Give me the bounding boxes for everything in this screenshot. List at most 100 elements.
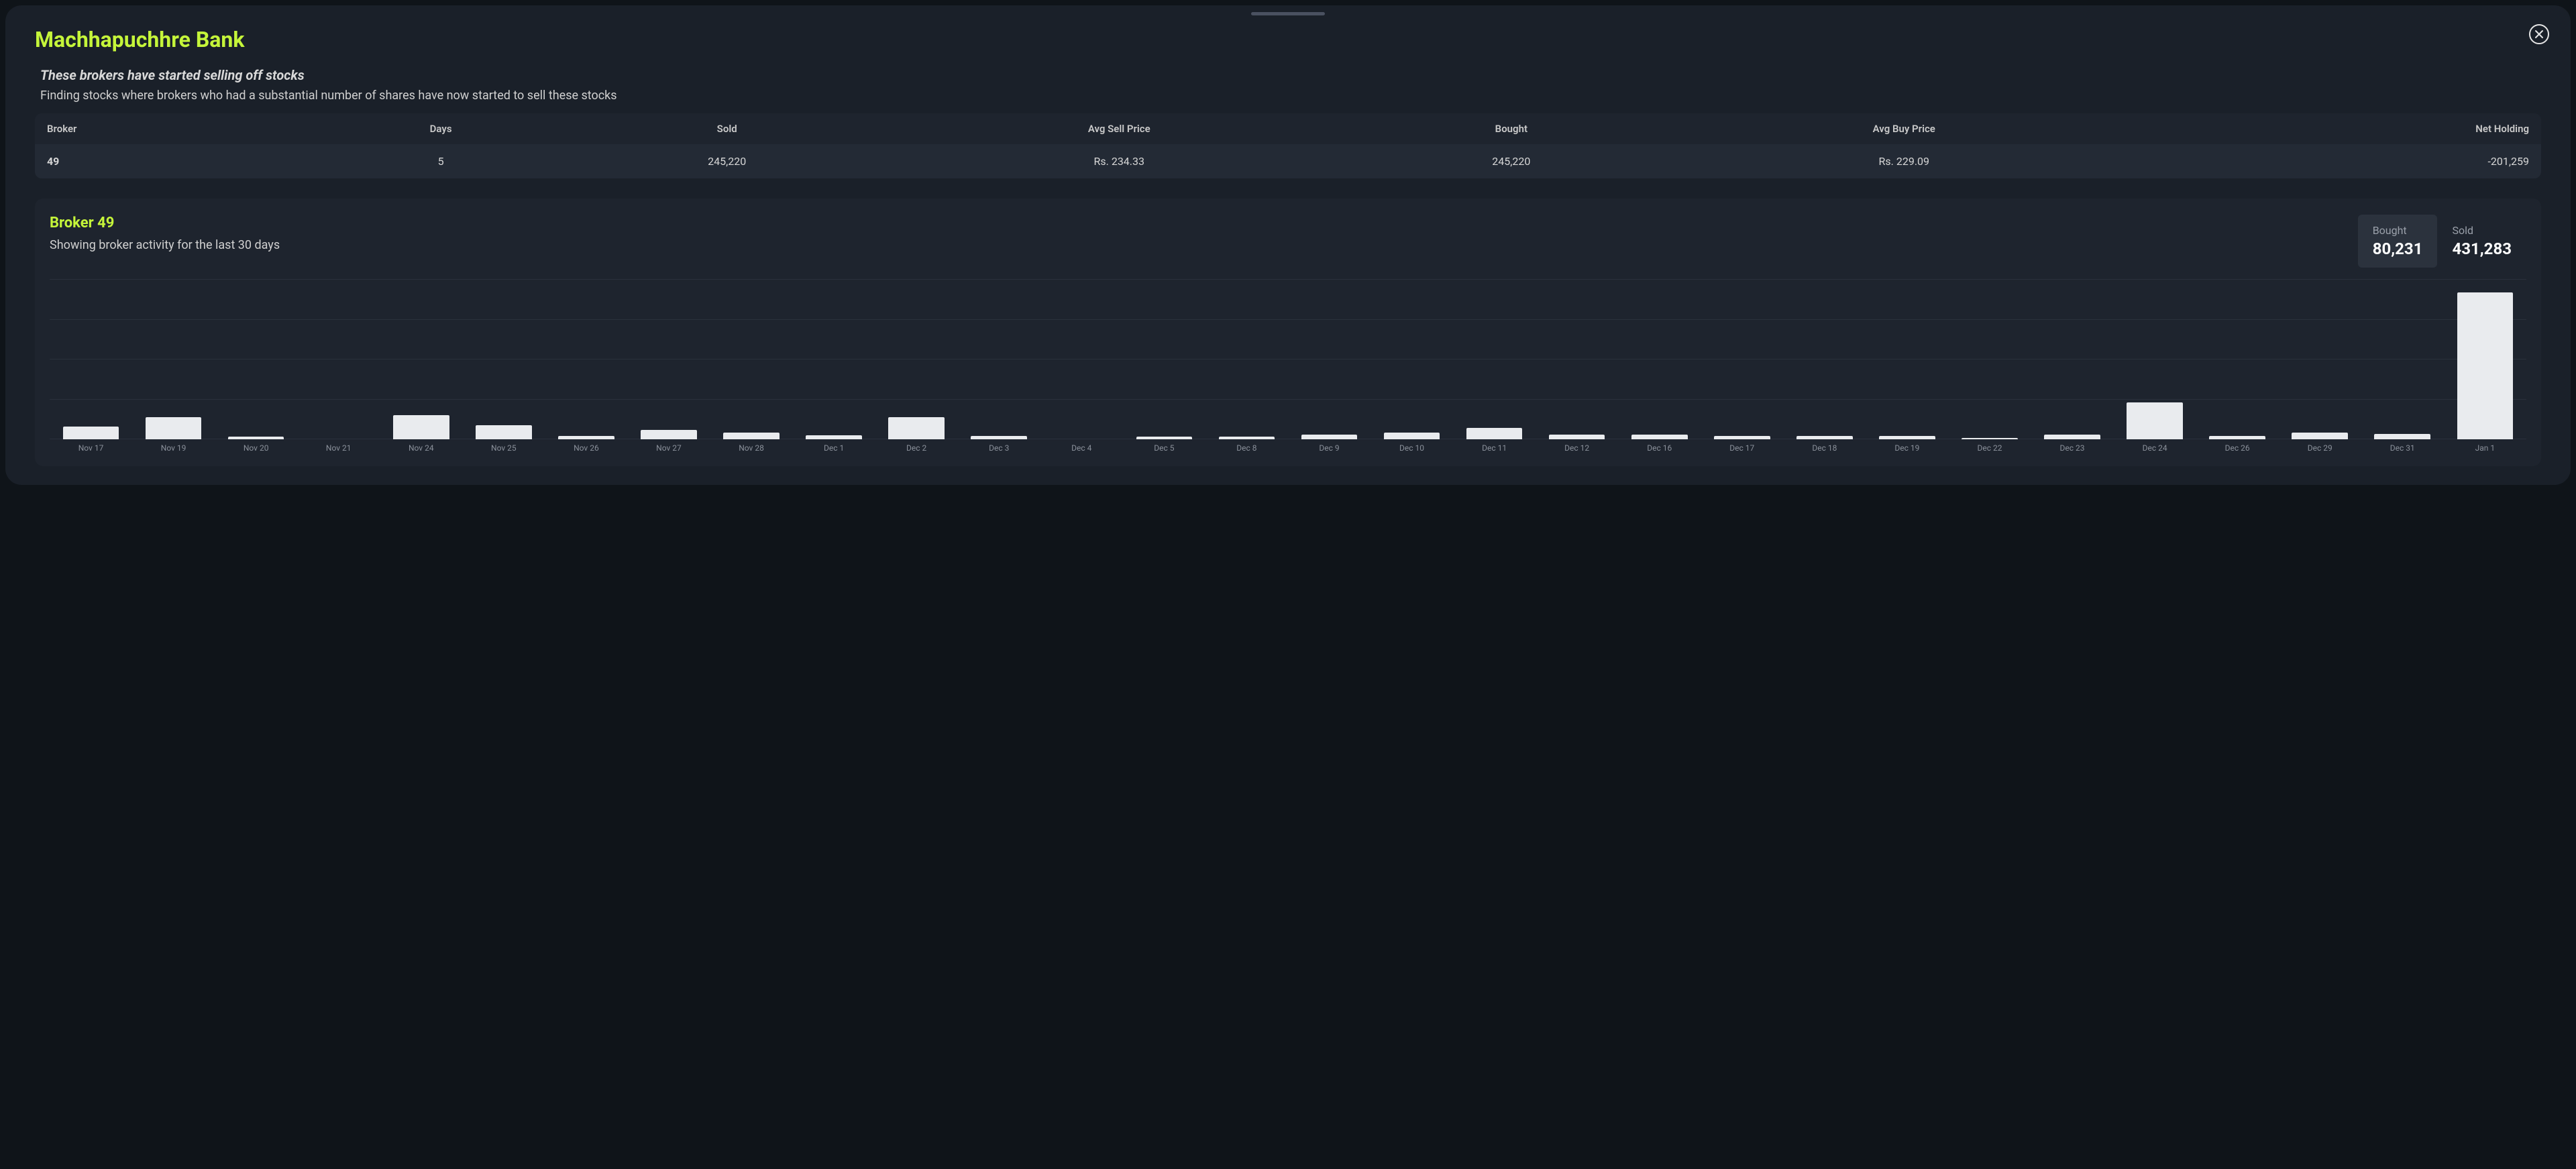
page-title: Machhapuchhre Bank <box>35 27 2541 52</box>
section-subtitle: These brokers have started selling off s… <box>40 67 2541 83</box>
x-tick-label: Nov 28 <box>710 439 793 454</box>
bar-slot <box>1288 280 1371 439</box>
x-tick-label: Dec 8 <box>1205 439 1288 454</box>
bar-slot <box>215 280 297 439</box>
x-tick-label: Dec 2 <box>875 439 958 454</box>
col-avg-sell: Avg Sell Price <box>892 113 1347 144</box>
stat-sold[interactable]: Sold 431,283 <box>2437 215 2526 268</box>
x-tick-label: Nov 17 <box>50 439 132 454</box>
close-button[interactable] <box>2529 24 2549 44</box>
bar-slot <box>2444 280 2526 439</box>
x-tick-label: Dec 29 <box>2279 439 2361 454</box>
bar-slot <box>1618 280 1701 439</box>
x-tick-label: Dec 24 <box>2114 439 2196 454</box>
bar-slot <box>1783 280 1866 439</box>
bar[interactable] <box>146 417 202 439</box>
chart-x-axis: Nov 17Nov 19Nov 20Nov 21Nov 24Nov 25Nov … <box>50 439 2526 454</box>
x-tick-label: Jan 1 <box>2444 439 2526 454</box>
bar[interactable] <box>888 417 945 439</box>
bar-slot <box>875 280 958 439</box>
broker-table: Broker Days Sold Avg Sell Price Bought A… <box>35 113 2541 178</box>
bar-slot <box>2279 280 2361 439</box>
x-tick-label: Dec 10 <box>1371 439 1453 454</box>
bar-slot <box>462 280 545 439</box>
x-tick-label: Nov 21 <box>297 439 380 454</box>
chart-stats: Bought 80,231 Sold 431,283 <box>2358 215 2526 268</box>
stat-bought-label: Bought <box>2373 224 2423 237</box>
bar[interactable] <box>1549 435 1605 439</box>
x-tick-label: Dec 4 <box>1040 439 1123 454</box>
bar-slot <box>2031 280 2114 439</box>
bar-slot <box>627 280 710 439</box>
bar[interactable] <box>476 425 532 439</box>
bar[interactable] <box>2374 434 2430 439</box>
chart-bars <box>50 280 2526 439</box>
bar[interactable] <box>641 430 697 439</box>
x-tick-label: Dec 11 <box>1453 439 1536 454</box>
bar-slot <box>2361 280 2444 439</box>
bar-slot <box>1453 280 1536 439</box>
chart-plot: Nov 17Nov 19Nov 20Nov 21Nov 24Nov 25Nov … <box>50 280 2526 454</box>
bar[interactable] <box>1631 435 1688 439</box>
bar-slot <box>1866 280 1948 439</box>
bar-slot <box>132 280 215 439</box>
x-tick-label: Dec 23 <box>2031 439 2114 454</box>
cell-broker: 49 <box>35 144 319 178</box>
broker-panel: Machhapuchhre Bank These brokers have st… <box>5 5 2571 485</box>
x-tick-label: Nov 24 <box>380 439 462 454</box>
stat-bought[interactable]: Bought 80,231 <box>2358 215 2438 268</box>
drag-handle[interactable] <box>1251 12 1325 15</box>
close-icon <box>2534 30 2544 39</box>
bar-slot <box>1948 280 2031 439</box>
col-days: Days <box>319 113 563 144</box>
bar-slot <box>710 280 793 439</box>
cell-bought: 245,220 <box>1347 144 1676 178</box>
bar[interactable] <box>2127 402 2183 439</box>
col-net-holding: Net Holding <box>2133 113 2541 144</box>
x-tick-label: Dec 9 <box>1288 439 1371 454</box>
bar[interactable] <box>63 427 119 439</box>
col-bought: Bought <box>1347 113 1676 144</box>
table-row[interactable]: 49 5 245,220 Rs. 234.33 245,220 Rs. 229.… <box>35 144 2541 178</box>
bar-slot <box>1371 280 1453 439</box>
x-tick-label: Dec 12 <box>1536 439 1618 454</box>
activity-chart-card: Broker 49 Showing broker activity for th… <box>35 199 2541 466</box>
bar[interactable] <box>1466 428 1523 439</box>
cell-days: 5 <box>319 144 563 178</box>
x-tick-label: Nov 26 <box>545 439 627 454</box>
table-header-row: Broker Days Sold Avg Sell Price Bought A… <box>35 113 2541 144</box>
bar-slot <box>297 280 380 439</box>
bar[interactable] <box>2044 435 2100 439</box>
x-tick-label: Nov 25 <box>462 439 545 454</box>
bar-slot <box>545 280 627 439</box>
bar-slot <box>1040 280 1123 439</box>
bar[interactable] <box>723 433 780 439</box>
chart-subtitle: Showing broker activity for the last 30 … <box>50 238 280 252</box>
col-avg-buy: Avg Buy Price <box>1676 113 2133 144</box>
bar-slot <box>1701 280 1783 439</box>
bar[interactable] <box>2292 433 2348 439</box>
bar[interactable] <box>2457 292 2514 439</box>
col-broker: Broker <box>35 113 319 144</box>
bar[interactable] <box>1301 435 1358 439</box>
bar-slot <box>793 280 875 439</box>
cell-net-holding: -201,259 <box>2133 144 2541 178</box>
bar-slot <box>1536 280 1618 439</box>
cell-avg-buy: Rs. 229.09 <box>1676 144 2133 178</box>
x-tick-label: Dec 1 <box>793 439 875 454</box>
bar-slot <box>958 280 1040 439</box>
bar-slot <box>2196 280 2279 439</box>
bar-slot <box>1205 280 1288 439</box>
stat-bought-value: 80,231 <box>2373 239 2423 258</box>
x-tick-label: Nov 19 <box>132 439 215 454</box>
bar[interactable] <box>1384 433 1440 439</box>
x-tick-label: Dec 19 <box>1866 439 1948 454</box>
x-tick-label: Dec 26 <box>2196 439 2279 454</box>
col-sold: Sold <box>563 113 892 144</box>
bar[interactable] <box>393 415 449 439</box>
x-tick-label: Nov 27 <box>627 439 710 454</box>
cell-avg-sell: Rs. 234.33 <box>892 144 1347 178</box>
bar-slot <box>380 280 462 439</box>
chart-header: Broker 49 Showing broker activity for th… <box>50 215 2526 268</box>
x-tick-label: Dec 17 <box>1701 439 1783 454</box>
